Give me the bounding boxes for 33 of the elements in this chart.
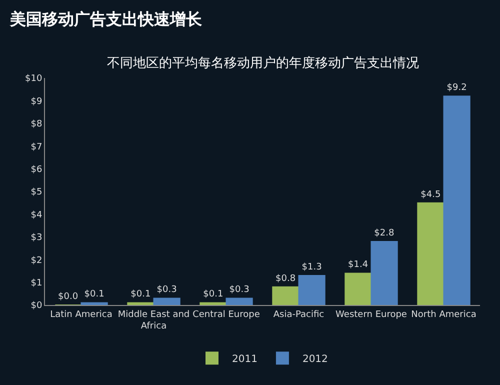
data-label: $0.1 [84,290,104,300]
data-label: $0.1 [203,290,224,300]
x-tick-label: Central Europe [192,310,260,320]
x-tick-label: Asia-Pacific [273,310,324,320]
y-tick-label: $8 [30,120,42,130]
y-tick-label: $0 [30,301,42,312]
data-label: $0.3 [229,285,250,296]
y-tick-label: $6 [30,164,42,175]
y-tick-label: $3 [30,233,42,244]
y-tick-label: $5 [30,188,42,198]
data-label: $2.8 [374,228,394,238]
y-tick-label: $1 [30,278,42,288]
x-tick-label: Latin America [50,310,112,320]
y-tick-label: $4 [30,210,42,220]
data-label: $0.1 [130,290,151,300]
data-label: $1.4 [348,260,368,270]
x-tick-label: Middle East and Africa [118,310,190,332]
data-label: $0.0 [58,292,78,302]
chart-title: 美国移动广告支出快速增长 [9,10,203,29]
y-tick-label: $10 [25,74,42,84]
legend-label: 2011 [232,354,258,365]
data-label: $0.8 [276,274,296,284]
legend-label: 2012 [302,354,328,365]
data-label: $4.5 [420,190,441,200]
y-tick-label: $2 [30,256,42,266]
data-label: $9.2 [446,83,467,94]
data-label: $1.3 [302,262,322,272]
x-tick-label: Western Europe [336,310,408,320]
chart-subtitle: 不同地区的平均每名移动用户的年度移动广告支出情况 [107,55,419,71]
data-label: $0.3 [156,285,177,296]
y-tick-label: $7 [30,142,42,152]
x-tick-label: North America [411,310,476,320]
y-tick-label: $9 [30,96,42,107]
